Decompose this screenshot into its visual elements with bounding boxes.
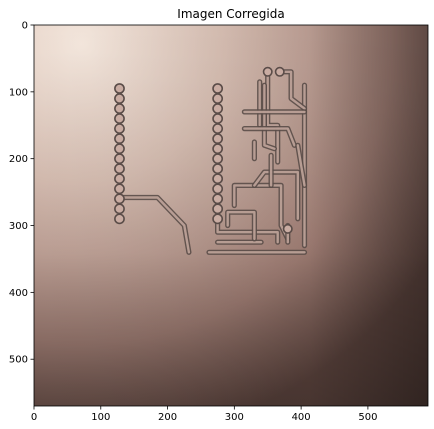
plot-area: [34, 25, 428, 406]
y-tick-label: 400: [9, 288, 28, 299]
trace-core-17: [296, 144, 306, 187]
pad-column-left-pad-2: [114, 103, 125, 114]
pad-column-left-pad-4: [114, 123, 125, 135]
image-bottom-shadow: [34, 25, 428, 406]
pad-column-right-pad-12: [212, 203, 224, 215]
x-tick-label: 200: [158, 412, 177, 423]
pad-column-right-pad-10: [212, 183, 224, 195]
x-tick-label: 100: [91, 412, 110, 423]
trace-core-0: [118, 196, 191, 254]
pad-column-left-pad-10: [114, 183, 125, 195]
y-tick-label: 300: [9, 221, 28, 232]
pad-column-left-pad-11: [114, 193, 125, 205]
pad-column-left-pad-5: [114, 133, 125, 145]
pad-column-right-pad-2: [212, 103, 224, 114]
chart-title: Imagen Corregida: [177, 7, 284, 21]
y-tick-label: 0: [22, 21, 28, 32]
pad-column-right-pad-5: [212, 133, 224, 145]
trace-core-6: [253, 170, 299, 220]
pad-column-right-pad-13: [212, 213, 224, 225]
pad-column-left-pad-9: [114, 173, 125, 185]
x-tick-label: 500: [358, 412, 377, 423]
trace-core-10: [278, 70, 306, 110]
x-axis: 0 100 200 300 400 500: [31, 406, 377, 423]
end-pad-1: [262, 66, 273, 77]
pad-column-right-pad-1: [212, 93, 224, 104]
trace-core-11: [263, 84, 276, 150]
y-axis: 0 100 200 300 400 500: [9, 21, 34, 366]
pad-column-left-pad-12: [114, 203, 125, 215]
pad-column-right-pad-3: [212, 113, 224, 124]
x-tick-label: 300: [225, 412, 244, 423]
pad-column-left-pad-3: [114, 113, 125, 124]
pad-column-left-pad-6: [114, 143, 125, 155]
end-pad-0: [282, 223, 293, 234]
axes-frame: [33, 24, 429, 407]
trace-core-14: [243, 127, 296, 147]
pcb-traces: [114, 66, 308, 255]
pad-column-right-pad-6: [212, 143, 224, 155]
x-tick-label: 0: [31, 412, 37, 423]
pad-column-left-pad-0: [114, 83, 125, 94]
trace-core-4: [226, 211, 256, 241]
pad-column-right-pad-7: [212, 153, 224, 165]
pad-column-left-pad-1: [114, 93, 125, 104]
end-pad-2: [274, 66, 285, 77]
pad-column-right-pad-0: [212, 83, 224, 94]
pad-column-left-pad-13: [114, 213, 125, 225]
pad-column-right-pad-8: [212, 163, 224, 175]
pad-column-left-pad-7: [114, 153, 125, 165]
y-tick-label: 200: [9, 154, 28, 165]
pad-column-right-pad-11: [212, 193, 224, 205]
pad-column-right-pad-4: [212, 123, 224, 135]
pad-column-left-pad-8: [114, 163, 125, 175]
trace-core-9: [266, 70, 279, 164]
x-tick-label: 400: [292, 412, 311, 423]
y-tick-label: 500: [9, 355, 28, 366]
y-tick-label: 100: [9, 87, 28, 98]
pad-column-right-pad-9: [212, 173, 224, 185]
